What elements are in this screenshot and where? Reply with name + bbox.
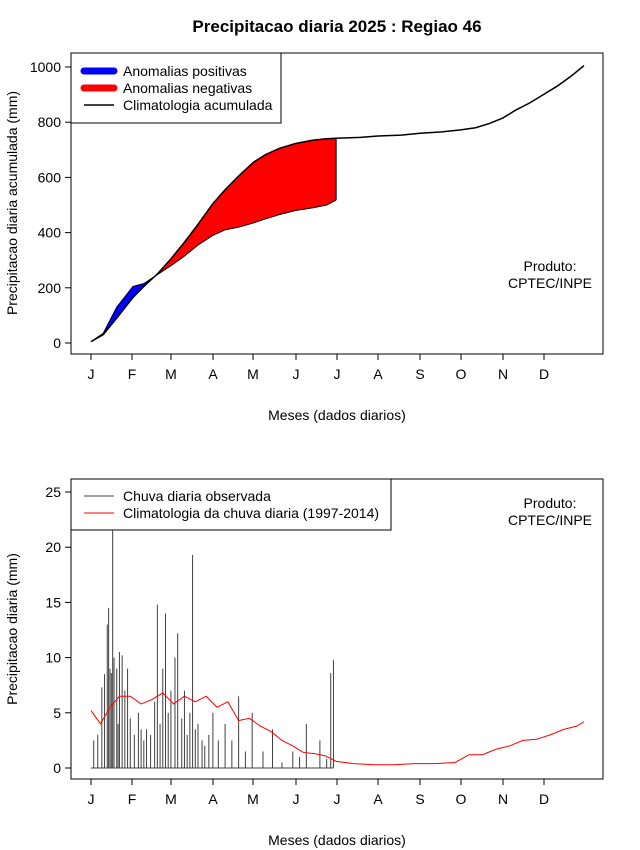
top-chart-y-tick-label: 0 xyxy=(53,335,61,351)
bottom-chart-x-tick-label: D xyxy=(539,791,549,807)
bottom-chart-x-tick-label: F xyxy=(128,791,137,807)
bottom-legend-box xyxy=(70,478,392,531)
top-chart-y-tick-label: 600 xyxy=(38,169,62,185)
top-chart-x-tick-label: A xyxy=(208,366,218,382)
bottom-chart-x-tick-label: A xyxy=(373,791,383,807)
legend-daily-climatology-label: Climatologia da chuva diaria (1997-2014) xyxy=(123,505,379,521)
bottom-chart-x-tick-label: N xyxy=(498,791,508,807)
bottom-chart-x-tick-label: O xyxy=(456,791,467,807)
top-chart-x-tick-label: O xyxy=(456,366,467,382)
bottom-credit-line2: CPTEC/INPE xyxy=(508,512,592,528)
bottom-chart-y-tick-label: 0 xyxy=(53,760,61,776)
bottom-chart-x-tick-label: S xyxy=(415,791,424,807)
legend-climatology-label: Climatologia acumulada xyxy=(123,97,273,113)
negative-anomaly-area xyxy=(91,138,337,342)
top-chart-x-tick-label: M xyxy=(247,366,259,382)
bottom-credit-line1: Produto: xyxy=(524,495,577,511)
bottom-chart-y-tick-label: 5 xyxy=(53,705,61,721)
top-credit-line1: Produto: xyxy=(524,258,577,274)
figure-title: Precipitacao diaria 2025 : Regiao 46 xyxy=(192,17,481,36)
bottom-chart-y-tick-label: 15 xyxy=(45,594,61,610)
top-chart-x-tick-label: M xyxy=(165,366,177,382)
top-chart-x-tick-label: S xyxy=(415,366,424,382)
bottom-chart-y-tick-label: 20 xyxy=(45,539,61,555)
top-chart-x-tick-label: J xyxy=(293,366,300,382)
top-chart-x-tick-label: J xyxy=(334,366,341,382)
legend-positive-label: Anomalias positivas xyxy=(123,63,247,79)
top-chart-y-axis-title: Precipitacao diaria acumulada (mm) xyxy=(4,91,20,315)
bottom-chart-x-tick-label: J xyxy=(88,791,95,807)
bottom-chart-y-tick-label: 25 xyxy=(45,484,61,500)
top-chart-y-tick-label: 1000 xyxy=(30,59,61,75)
climatology-cumulative-line xyxy=(90,65,585,343)
bottom-chart-y-tick-label: 10 xyxy=(45,650,61,666)
bottom-chart-x-axis-title: Meses (dados diarios) xyxy=(268,832,406,848)
top-chart-x-axis-title: Meses (dados diarios) xyxy=(268,407,406,423)
bottom-chart-x-tick-label: A xyxy=(208,791,218,807)
legend-negative-label: Anomalias negativas xyxy=(123,80,252,96)
top-chart-x-tick-label: N xyxy=(498,366,508,382)
daily-climatology-line xyxy=(90,692,585,766)
legend-observed-label: Chuva diaria observada xyxy=(123,488,271,504)
top-chart-y-tick-label: 200 xyxy=(38,280,62,296)
bottom-chart-x-tick-label: J xyxy=(293,791,300,807)
bottom-chart-x-tick-label: J xyxy=(334,791,341,807)
top-chart-x-tick-label: J xyxy=(88,366,95,382)
top-chart-y-tick-label: 800 xyxy=(38,114,62,130)
bottom-chart-x-tick-label: M xyxy=(247,791,259,807)
top-chart-x-tick-label: A xyxy=(373,366,383,382)
top-chart-x-tick-label: F xyxy=(128,366,137,382)
bottom-chart-x-tick-label: M xyxy=(165,791,177,807)
top-chart-x-tick-label: D xyxy=(539,366,549,382)
bottom-chart-y-axis-title: Precipitacao diaria (mm) xyxy=(4,553,20,705)
top-chart-y-tick-label: 400 xyxy=(38,225,62,241)
observed-cumulative-line xyxy=(90,199,337,343)
top-credit-line2: CPTEC/INPE xyxy=(508,275,592,291)
